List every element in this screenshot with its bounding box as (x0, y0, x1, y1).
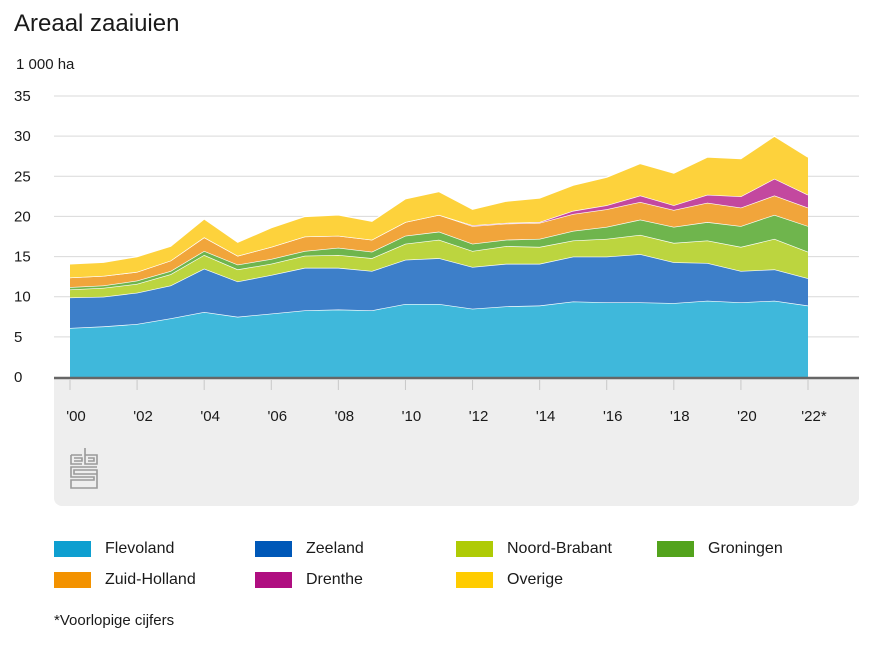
legend-label: Overige (507, 571, 564, 588)
y-axis-ticks: 0 5 10 15 20 25 30 35 (14, 88, 31, 386)
area-noord-brabant (70, 234, 808, 298)
legend-item-drenthe[interactable]: Drenthe (255, 571, 363, 589)
x-tick-label: '18 (670, 408, 690, 425)
legend-swatch (54, 572, 91, 588)
legend-item-zuid-holland[interactable]: Zuid-Holland (54, 571, 196, 589)
x-tick-label: '08 (335, 408, 355, 425)
area-drenthe (70, 178, 808, 278)
area-groningen (70, 214, 808, 290)
legend-label: Noord-Brabant (507, 540, 612, 557)
legend-label: Groningen (708, 540, 783, 557)
y-tick-label: 5 (14, 329, 22, 346)
chart-title: Areaal zaaiuien (14, 10, 180, 37)
area-zuid-holland (70, 195, 808, 288)
y-tick-label: 10 (14, 289, 31, 306)
x-tick-label: '16 (603, 408, 623, 425)
legend-item-overige[interactable]: Overige (456, 571, 563, 589)
legend-swatch (54, 541, 91, 557)
area-edge (69, 177, 809, 279)
area-flevoland (70, 300, 808, 377)
y-tick-label: 35 (14, 88, 31, 105)
legend-item-zeeland[interactable]: Zeeland (255, 540, 364, 558)
legend-swatch (657, 541, 694, 557)
cbs-logo-icon (70, 448, 98, 489)
x-tick-label: '22* (801, 408, 827, 425)
area-overige (70, 136, 808, 278)
y-tick-label: 30 (14, 128, 31, 145)
y-axis-unit-label: 1 000 ha (16, 56, 75, 73)
area-series (69, 135, 809, 377)
area-zeeland (70, 254, 808, 329)
legend-label: Drenthe (306, 571, 363, 588)
legend-swatch (255, 572, 292, 588)
legend-swatch (456, 541, 493, 557)
y-tick-label: 20 (14, 208, 31, 225)
legend-item-noord-brabant[interactable]: Noord-Brabant (456, 540, 612, 558)
legend-swatch (456, 572, 493, 588)
legend-item-flevoland[interactable]: Flevoland (54, 540, 174, 558)
footnote: *Voorlopige cijfers (54, 612, 175, 629)
legend-label: Flevoland (105, 540, 175, 557)
x-tick-label: '14 (536, 408, 556, 425)
x-tick-label: '20 (737, 408, 757, 425)
legend-label: Zeeland (306, 540, 364, 557)
x-tick-label: '12 (469, 408, 489, 425)
x-tick-label: '02 (133, 408, 153, 425)
x-tick-label: '00 (66, 408, 86, 425)
x-axis: '00 '02 '04 '06 '08 '10 '12 '14 '16 '18 '20 '22* (54, 376, 859, 425)
y-tick-label: 25 (14, 168, 31, 185)
legend-item-groningen[interactable]: Groningen (657, 540, 783, 558)
y-tick-label: 15 (14, 249, 31, 266)
x-tick-label: '06 (267, 408, 287, 425)
legend-label: Zuid-Holland (105, 571, 196, 588)
area-edge (69, 135, 809, 265)
y-tick-label: 0 (14, 369, 22, 386)
legend-swatch (255, 541, 292, 557)
x-tick-label: '04 (200, 408, 220, 425)
x-axis-panel (54, 378, 859, 506)
x-tick-label: '10 (402, 408, 422, 425)
